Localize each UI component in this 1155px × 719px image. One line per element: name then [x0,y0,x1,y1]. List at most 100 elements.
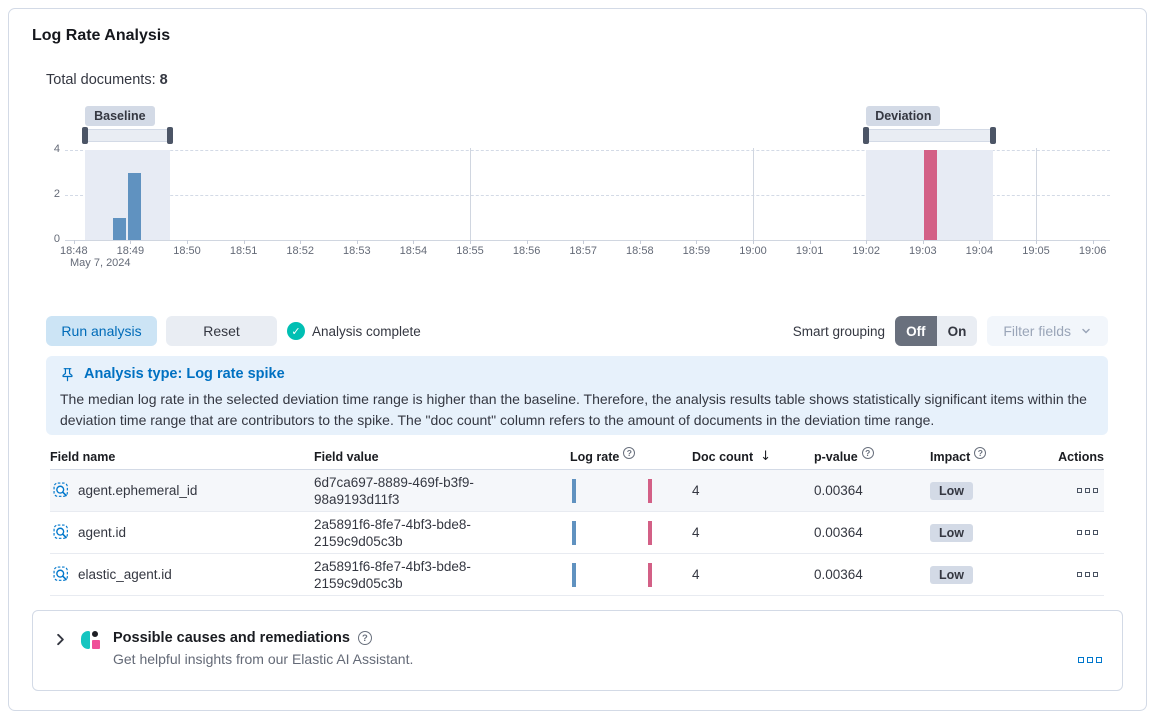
footer-subtitle: Get helpful insights from our Elastic AI… [113,651,414,667]
mini-deviation-bar [648,520,652,545]
x-axis-tick [639,240,641,244]
x-axis-tick [73,240,75,244]
run-analysis-button[interactable]: Run analysis [46,316,157,346]
field-name: elastic_agent.id [78,567,172,582]
smart-grouping-on-button[interactable]: On [936,316,978,346]
field-value: 2a5891f6-8fe7-4bf3-bde8-2159c9d05c3b [314,516,471,549]
actions-cell [1050,572,1104,577]
pin-icon [62,367,73,381]
callout-title-row: Analysis type: Log rate spike [60,366,1094,382]
log-rate-cell [570,562,692,588]
x-axis-label: 18:48 [60,245,88,257]
chart-bar-baseline [112,217,126,240]
smart-grouping-label: Smart grouping [792,323,886,339]
deviation-brush-handle-left[interactable] [863,127,870,144]
table-row: agent.ephemeral_id 6d7ca697-8889-469f-b3… [50,470,1104,512]
y-axis-label: 4 [53,143,60,155]
row-actions-button[interactable] [1077,572,1098,577]
x-axis-tick [922,240,924,244]
x-axis-tick [356,240,358,244]
impact-badge: Low [930,481,973,500]
expand-accordion-button[interactable] [53,632,68,647]
field-value: 6d7ca697-8889-469f-b3f9-98a9193d11f3 [314,474,474,507]
actions-cell [1050,488,1104,493]
doc-count: 4 [692,567,700,582]
x-axis-tick [130,240,132,244]
field-search-icon[interactable] [53,524,70,541]
chart-bar-deviation [923,150,937,240]
chevron-down-icon [1082,328,1090,334]
x-axis-label: 19:06 [1078,245,1107,257]
deviation-brush-handle-right[interactable] [989,127,996,144]
possible-causes-panel: Possible causes and remediations ? Get h… [32,610,1123,691]
filter-fields-button[interactable]: Filter fields [987,316,1108,346]
x-axis-tick [300,240,302,244]
column-header-field-value: Field value [314,449,379,464]
check-icon: ✓ [287,322,305,340]
chart-bar-baseline [128,172,142,240]
mini-baseline-bar [572,520,576,545]
y-axis-label: 0 [53,233,60,245]
column-header-actions: Actions [1058,449,1104,464]
x-axis-label: 18:55 [456,245,484,257]
column-header-field-name: Field name [50,449,116,464]
row-actions-button[interactable] [1077,488,1098,493]
x-axis-tick [243,240,245,244]
smart-grouping-off-button[interactable]: Off [895,316,937,346]
x-axis-label: 18:49 [116,245,145,257]
field-name: agent.id [78,525,127,540]
field-search-icon[interactable] [53,482,70,499]
x-axis-label: 19:03 [909,245,937,257]
log-rate-mini-chart [570,562,654,588]
x-axis-tick [696,240,698,244]
field-name-cell: agent.id [50,524,314,541]
x-axis-label: 19:05 [1022,245,1050,257]
mini-deviation-bar [648,478,652,503]
log-rate-mini-chart [570,520,654,546]
x-axis-date-label: May 7, 2024 [70,257,131,269]
page-title: Log Rate Analysis [32,27,171,44]
impact-cell: Low [930,565,1050,584]
baseline-brush-handle-right[interactable] [167,127,174,144]
total-documents-label: Total documents: [46,72,156,88]
x-axis-tick [809,240,811,244]
x-axis-label: 18:51 [229,245,258,257]
x-axis-label: 18:52 [286,245,314,257]
field-name-cell: elastic_agent.id [50,566,314,583]
x-axis-label: 18:50 [173,245,201,257]
smart-grouping-toggle: Off On [895,316,978,346]
table-header-row: Field name Field value Log rate? Doc cou… [50,444,1104,470]
y-axis-label: 2 [53,188,60,200]
x-axis-tick [583,240,585,244]
impact-badge: Low [930,523,973,542]
field-name: agent.ephemeral_id [78,483,198,498]
panel-actions-button[interactable] [1078,657,1102,663]
doc-count: 4 [692,525,700,540]
row-actions-button[interactable] [1077,530,1098,535]
sort-descending-icon: ↓ [760,449,772,464]
controls-row: Run analysis Reset ✓ Analysis complete S… [46,316,1108,346]
field-search-icon[interactable] [53,566,70,583]
x-axis-label: 18:57 [569,245,597,257]
right-controls: Smart grouping Off On Filter fields [793,316,1108,346]
analysis-type-callout: Analysis type: Log rate spike The median… [46,356,1108,435]
deviation-brush-track[interactable] [866,129,993,142]
results-table: Field name Field value Log rate? Doc cou… [50,444,1104,596]
analysis-status: ✓ Analysis complete [287,322,421,340]
impact-cell: Low [930,481,1050,500]
column-header-log-rate[interactable]: Log rate? [570,446,692,464]
column-header-impact[interactable]: Impact? [930,446,1050,464]
column-header-doc-count[interactable]: Doc count ↓ [692,449,772,464]
reset-button[interactable]: Reset [166,316,277,346]
baseline-brush-handle-left[interactable] [82,127,89,144]
x-axis-tick [866,240,868,244]
total-documents: Total documents: 8 [46,72,168,88]
doc-count: 4 [692,483,700,498]
baseline-brush-track[interactable] [85,129,170,142]
column-header-p-value[interactable]: p-value? [814,446,930,464]
x-axis-tick [1036,240,1037,244]
field-value: 2a5891f6-8fe7-4bf3-bde8-2159c9d05c3b [314,558,471,591]
info-icon: ? [974,446,987,459]
chart-area: 4 2 0 May 7, 2024 Baseline Deviation 18:48… [0,100,1155,278]
help-icon[interactable]: ? [357,631,372,645]
